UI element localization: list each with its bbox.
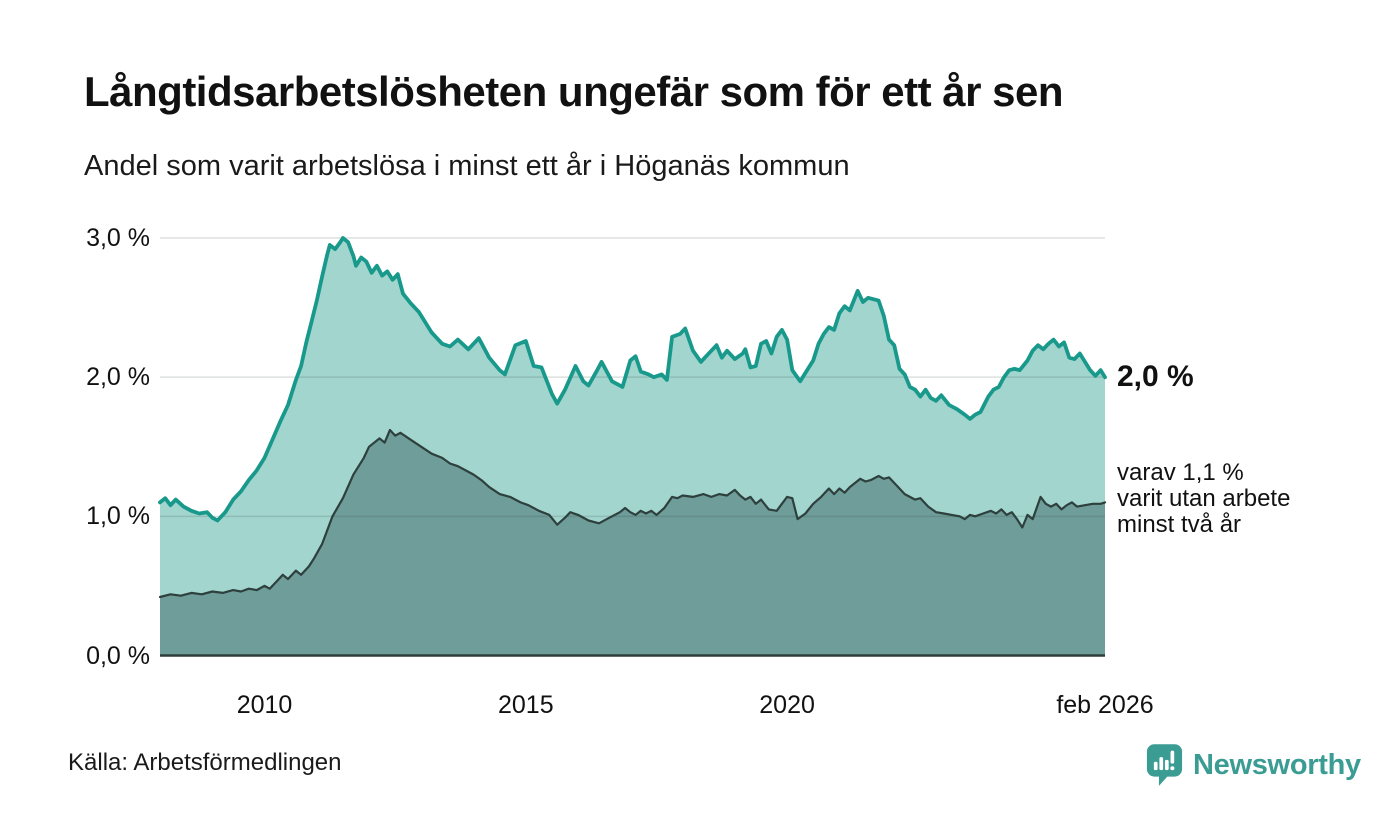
newsworthy-logo-icon (1146, 744, 1183, 786)
x-axis-tick-label: 2015 (498, 691, 554, 719)
source-note: Källa: Arbetsförmedlingen (68, 749, 342, 776)
y-axis-tick-label: 2,0 % (86, 363, 150, 392)
area-two-years-fill (160, 430, 1105, 656)
x-axis-tick-label: 2010 (236, 691, 293, 719)
x-axis-tick-label: feb 2026 (1056, 691, 1154, 719)
secondary-annotation-line: varit utan arbete (1117, 485, 1291, 513)
x-axis-tick-label: 2020 (759, 691, 815, 719)
secondary-annotation-line: minst två år (1117, 511, 1242, 539)
y-axis-tick-label: 3,0 % (86, 224, 150, 252)
secondary-annotation-line: varav 1,1 % (1117, 459, 1244, 487)
page-title: Långtidsarbetslösheten ungefär som för e… (84, 68, 1064, 115)
two-years-line (158, 428, 1107, 599)
y-axis-tick-label: 0,0 % (86, 641, 150, 670)
newsworthy-logo-text: Newsworthy (1193, 748, 1361, 781)
page-subtitle: Andel som varit arbetslösa i minst ett å… (84, 150, 850, 182)
y-axis-tick-label: 1,0 % (86, 502, 150, 531)
secondary-value-annotation: varav 1,1 % varit utan arbete minst två … (1117, 460, 1377, 538)
latest-value-annotation: 2,0 % (1117, 360, 1194, 394)
newsworthy-brand: Newsworthy (1146, 740, 1361, 790)
total-line (158, 236, 1107, 523)
